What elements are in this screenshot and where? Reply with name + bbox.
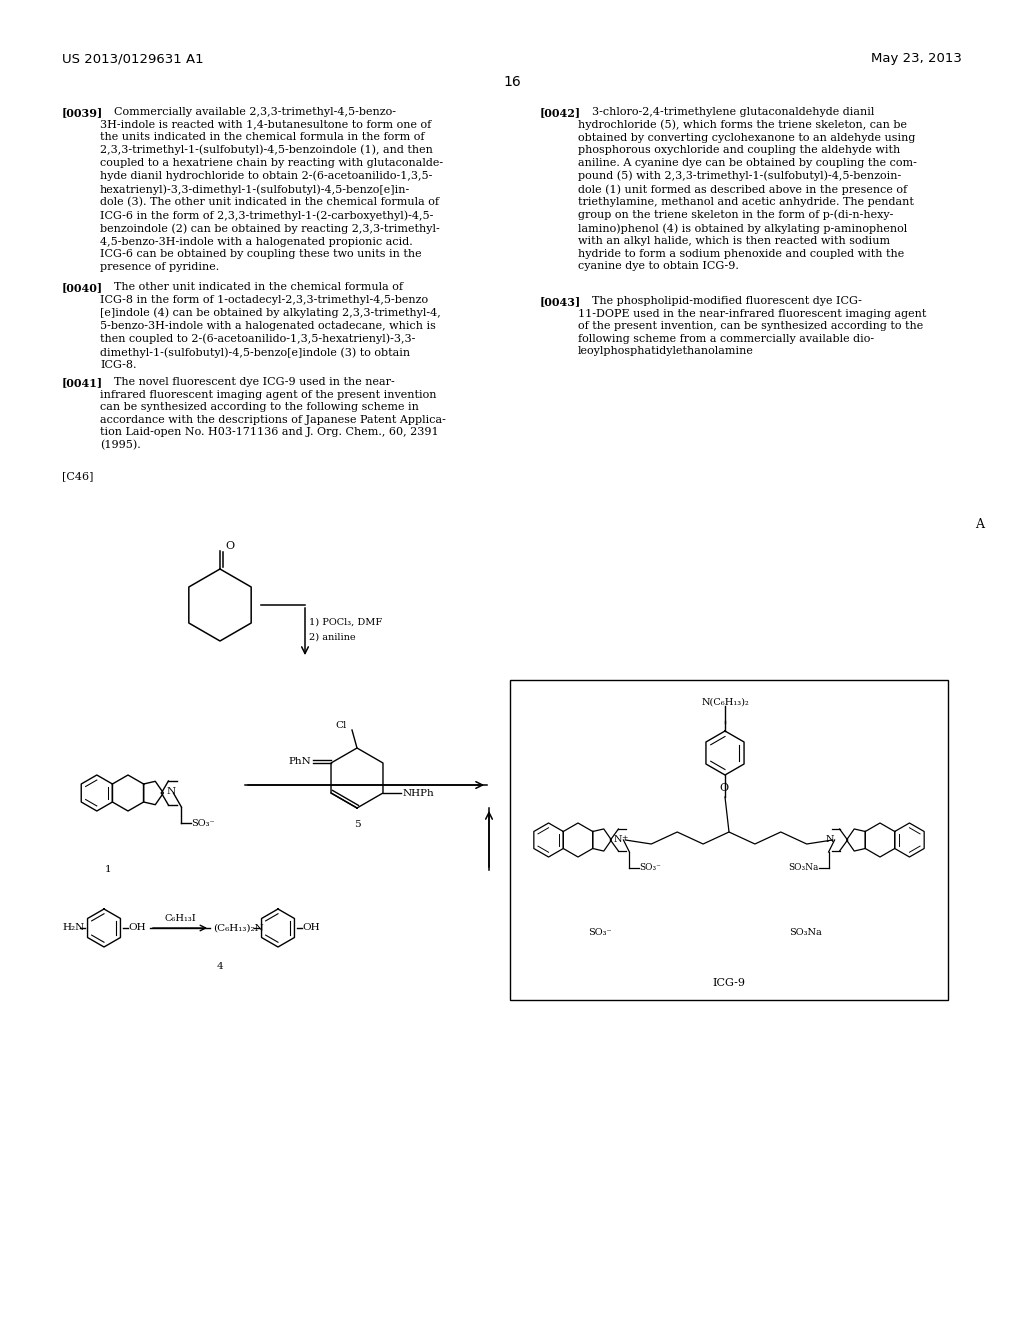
Text: SO₃⁻: SO₃⁻ xyxy=(588,928,611,937)
Text: 1: 1 xyxy=(104,865,112,874)
Text: N: N xyxy=(826,836,835,845)
Text: SO₃Na: SO₃Na xyxy=(788,928,821,937)
Text: The novel fluorescent dye ICG-9 used in the near-
infrared fluorescent imaging a: The novel fluorescent dye ICG-9 used in … xyxy=(100,378,445,450)
Text: O: O xyxy=(225,541,234,550)
Text: OH: OH xyxy=(128,924,145,932)
Text: SO₃Na: SO₃Na xyxy=(788,863,818,873)
Text: [0042]: [0042] xyxy=(540,107,582,117)
Text: 16: 16 xyxy=(503,75,521,88)
Text: 4: 4 xyxy=(217,962,223,972)
Text: N(C₆H₁₃)₂: N(C₆H₁₃)₂ xyxy=(701,698,749,708)
Text: [0039]: [0039] xyxy=(62,107,103,117)
Text: 1) POCl₃, DMF: 1) POCl₃, DMF xyxy=(309,618,382,627)
Text: 5: 5 xyxy=(353,820,360,829)
Text: N: N xyxy=(613,836,622,845)
Text: The phospholipid-modified fluorescent dye ICG-
11-DOPE used in the near-infrared: The phospholipid-modified fluorescent dy… xyxy=(578,296,927,356)
Text: May 23, 2013: May 23, 2013 xyxy=(871,51,962,65)
Text: SO₃⁻: SO₃⁻ xyxy=(639,863,662,873)
Text: US 2013/0129631 A1: US 2013/0129631 A1 xyxy=(62,51,204,65)
Text: OH: OH xyxy=(302,924,319,932)
Text: NHPh: NHPh xyxy=(403,788,435,797)
Text: Commercially available 2,3,3-trimethyl-4,5-benzo-
3H-indole is reacted with 1,4-: Commercially available 2,3,3-trimethyl-4… xyxy=(100,107,443,272)
Text: O: O xyxy=(719,783,728,793)
Text: A: A xyxy=(975,517,984,531)
Text: [0040]: [0040] xyxy=(62,282,103,293)
Text: Cl: Cl xyxy=(336,721,347,730)
Text: The other unit indicated in the chemical formula of
ICG-8 in the form of 1-octad: The other unit indicated in the chemical… xyxy=(100,282,440,370)
Text: [0041]: [0041] xyxy=(62,378,103,388)
Text: N: N xyxy=(166,788,175,796)
Text: ICG-9: ICG-9 xyxy=(713,978,745,987)
Text: H₂N: H₂N xyxy=(62,924,84,932)
Text: SO₃⁻: SO₃⁻ xyxy=(191,818,215,828)
Text: (C₆H₁₃)₂N: (C₆H₁₃)₂N xyxy=(213,924,264,932)
Text: +: + xyxy=(622,834,628,842)
Text: [C46]: [C46] xyxy=(62,471,93,482)
Bar xyxy=(510,680,948,1001)
Text: C₆H₁₃I: C₆H₁₃I xyxy=(164,913,196,923)
Text: 2) aniline: 2) aniline xyxy=(309,634,355,642)
Text: PhN: PhN xyxy=(289,758,311,767)
Text: [0043]: [0043] xyxy=(540,296,582,308)
Text: 3-chloro-2,4-trimethylene glutaconaldehyde dianil
hydrochloride (5), which forms: 3-chloro-2,4-trimethylene glutaconaldehy… xyxy=(578,107,916,272)
